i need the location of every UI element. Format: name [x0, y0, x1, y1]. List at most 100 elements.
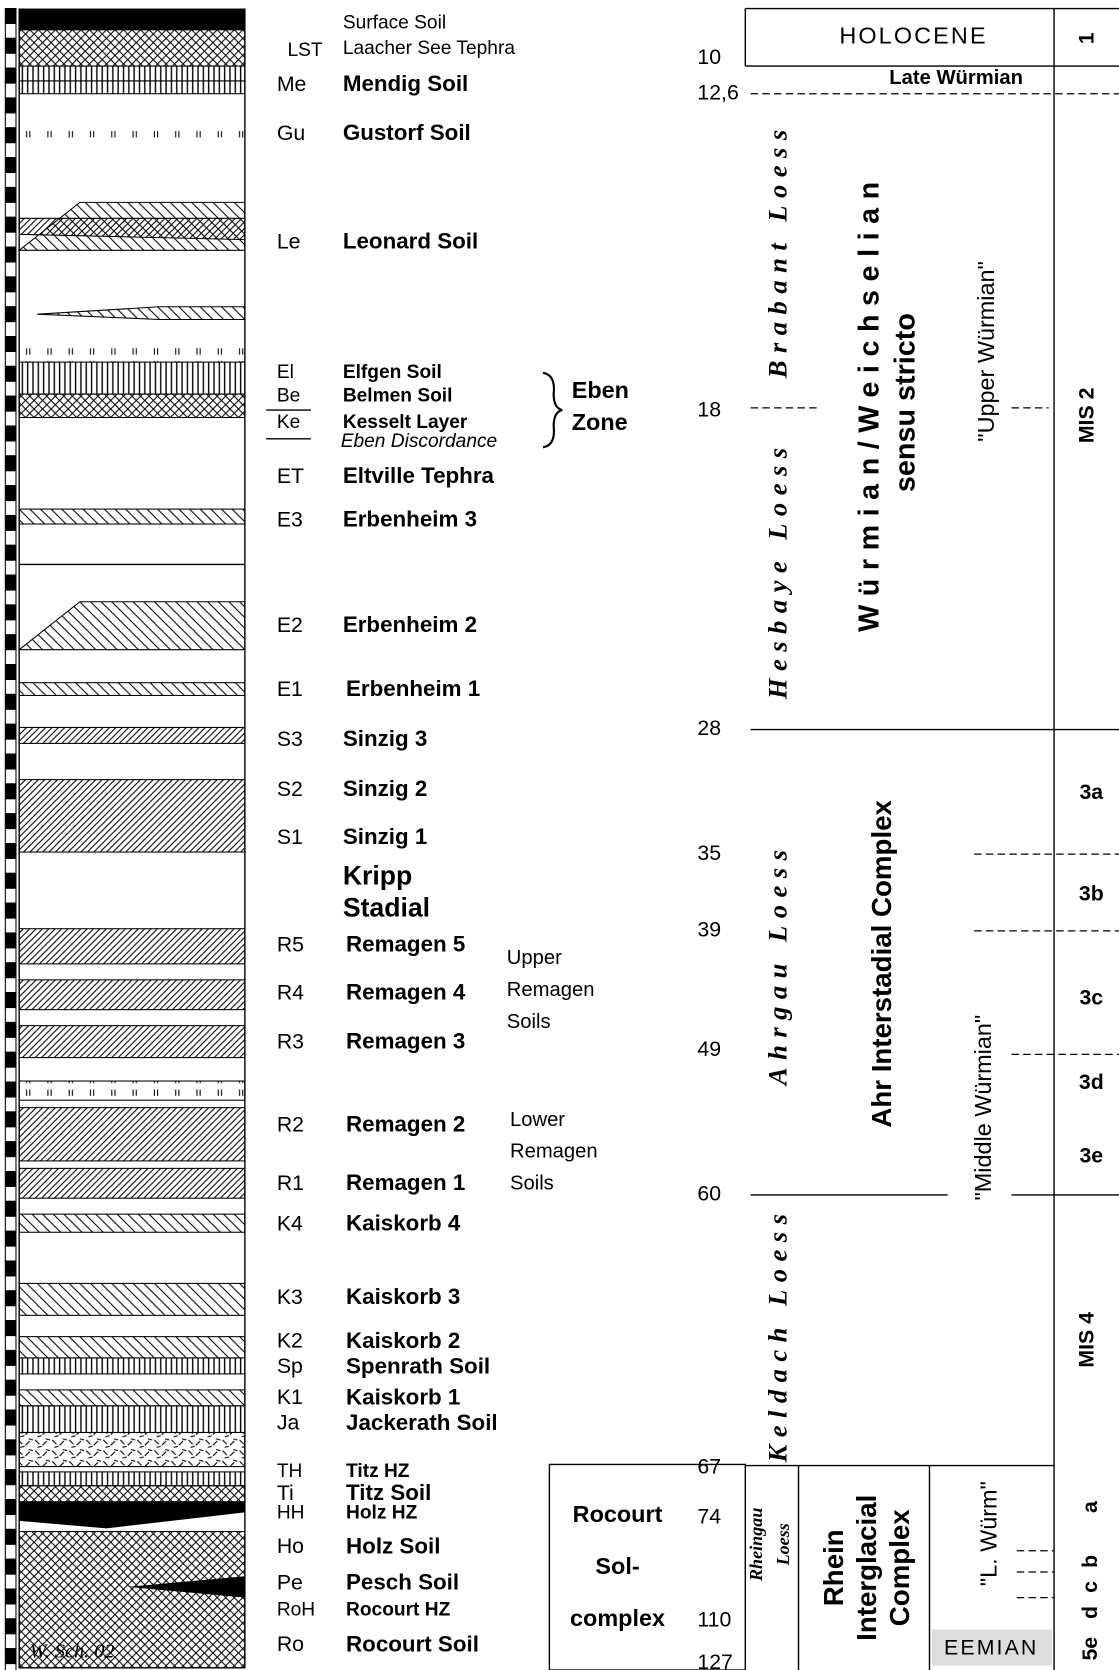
mis-stage: 3a — [1079, 780, 1103, 804]
layer-name: Sinzig 1 — [343, 824, 427, 849]
scale-segment — [5, 1306, 16, 1321]
scale-segment — [5, 441, 16, 456]
scale-segment — [5, 1559, 16, 1574]
layer-code: Gu — [277, 121, 305, 145]
age: 127 — [697, 1650, 733, 1670]
scale-segment — [5, 545, 16, 560]
layer-name: Gustorf Soil — [343, 120, 471, 145]
layer-name: Sinzig 2 — [343, 776, 427, 801]
strat-unit: "Middle Würmian" — [970, 1015, 996, 1201]
layer-name: Rocourt HZ — [346, 1599, 451, 1620]
scale-segment — [5, 575, 16, 590]
scale-segment — [5, 1321, 16, 1336]
scale-segment — [5, 694, 16, 709]
scale-segment — [5, 1515, 16, 1530]
scale-segment — [5, 1634, 16, 1649]
scale-segment — [5, 799, 16, 814]
signature: W. Sch. 02 — [30, 1641, 115, 1663]
scale-segment — [5, 247, 16, 262]
layer-code: S1 — [277, 825, 303, 849]
layer-name: Elfgen Soil — [343, 362, 442, 383]
layer-name: Erbenheim 2 — [343, 612, 477, 637]
scale-segment — [5, 1604, 16, 1619]
loess-unit: Rheingau — [746, 1508, 766, 1582]
scale-segment — [5, 1336, 16, 1351]
layer-name: Belmen Soil — [343, 385, 453, 406]
scale-segment — [5, 1664, 16, 1670]
layer-code: K1 — [277, 1385, 303, 1409]
lst-code: LST — [287, 40, 322, 61]
loess-unit: Hesbaye Loess — [763, 440, 793, 700]
layer-code: HH — [277, 1502, 305, 1523]
scale-segment — [5, 1067, 16, 1082]
stratigraphic-chart: W. Sch. 02 Surface Soil LST Laacher See … — [0, 0, 1119, 1670]
scale-segment — [5, 829, 16, 844]
layer-code: E1 — [277, 677, 303, 701]
strat-unit: Complex — [884, 1509, 915, 1626]
scale-segment — [5, 471, 16, 486]
layer-name: Remagen 2 — [346, 1112, 465, 1137]
scale-segment — [5, 262, 16, 277]
scale-segment — [5, 1619, 16, 1634]
scale-segment — [5, 620, 16, 635]
scale-segment — [5, 933, 16, 948]
scale-segment — [5, 1395, 16, 1410]
scale-segment — [5, 888, 16, 903]
layer-code: R3 — [277, 1029, 304, 1053]
scale-segment — [5, 173, 16, 188]
layer-name: Kesselt Layer — [343, 412, 468, 433]
scale-segment — [5, 680, 16, 695]
scale-segment — [5, 1127, 16, 1142]
group-label: Rocourt — [573, 1501, 663, 1527]
group-label: Upper — [507, 947, 562, 969]
mis-stage: 3e — [1079, 1143, 1103, 1167]
group-label: Zone — [572, 409, 628, 435]
scale-segment — [5, 1589, 16, 1604]
scale-segment — [5, 337, 16, 352]
scale-segment — [5, 1410, 16, 1425]
layer-code: R1 — [277, 1171, 304, 1195]
layer-name: Remagen 1 — [346, 1170, 465, 1195]
scale-segment — [5, 1291, 16, 1306]
scale-segment — [5, 1142, 16, 1157]
group-label: Remagen — [507, 979, 595, 1001]
scale-segment — [5, 1455, 16, 1470]
scale-segment — [5, 217, 16, 232]
scale-segment — [5, 322, 16, 337]
layer-code: S3 — [277, 727, 303, 751]
group-label: Soils — [510, 1173, 554, 1195]
strat-unit: EEMIAN — [944, 1635, 1038, 1659]
kripp-stadial: Kripp — [343, 861, 412, 891]
mis-stage: MIS 2 — [1075, 388, 1099, 444]
layer-name: Eltville Tephra — [343, 463, 495, 488]
layer-code: E3 — [277, 507, 303, 531]
group-label: Soils — [507, 1011, 551, 1033]
scale-segment — [5, 1186, 16, 1201]
scale-segment — [5, 754, 16, 769]
mis-stage: c — [1078, 1581, 1102, 1593]
scale-segment — [5, 515, 16, 530]
layer-code: TH — [277, 1461, 303, 1482]
layer-code: S2 — [277, 777, 303, 801]
layer-code: Ja — [277, 1411, 300, 1435]
scale-segment — [5, 426, 16, 441]
eben-discordance: Eben Discordance — [341, 431, 498, 452]
layer-name: Remagen 3 — [346, 1029, 465, 1054]
mis-stage: 1 — [1075, 32, 1099, 44]
scale-segment — [5, 1425, 16, 1440]
scale-segment — [5, 873, 16, 888]
layer-name: Jackerath Soil — [346, 1410, 498, 1435]
scale-segment — [5, 1022, 16, 1037]
scale-segment — [5, 993, 16, 1008]
layer-name: Kaiskorb 3 — [346, 1284, 460, 1309]
scale-segment — [5, 605, 16, 620]
layer-name: Holz Soil — [346, 1533, 440, 1558]
mis-stage: 3d — [1079, 1070, 1104, 1094]
strat-unit: Würmian/Weichselian — [854, 173, 886, 632]
scale-segment — [5, 187, 16, 202]
strat-unit: sensu stricto — [890, 313, 922, 492]
age: 12,6 — [697, 80, 738, 104]
mis-stage: MIS 4 — [1075, 1312, 1099, 1368]
loess-unit: Brabant Loess — [763, 122, 793, 379]
layer-name: Titz HZ — [346, 1461, 410, 1482]
